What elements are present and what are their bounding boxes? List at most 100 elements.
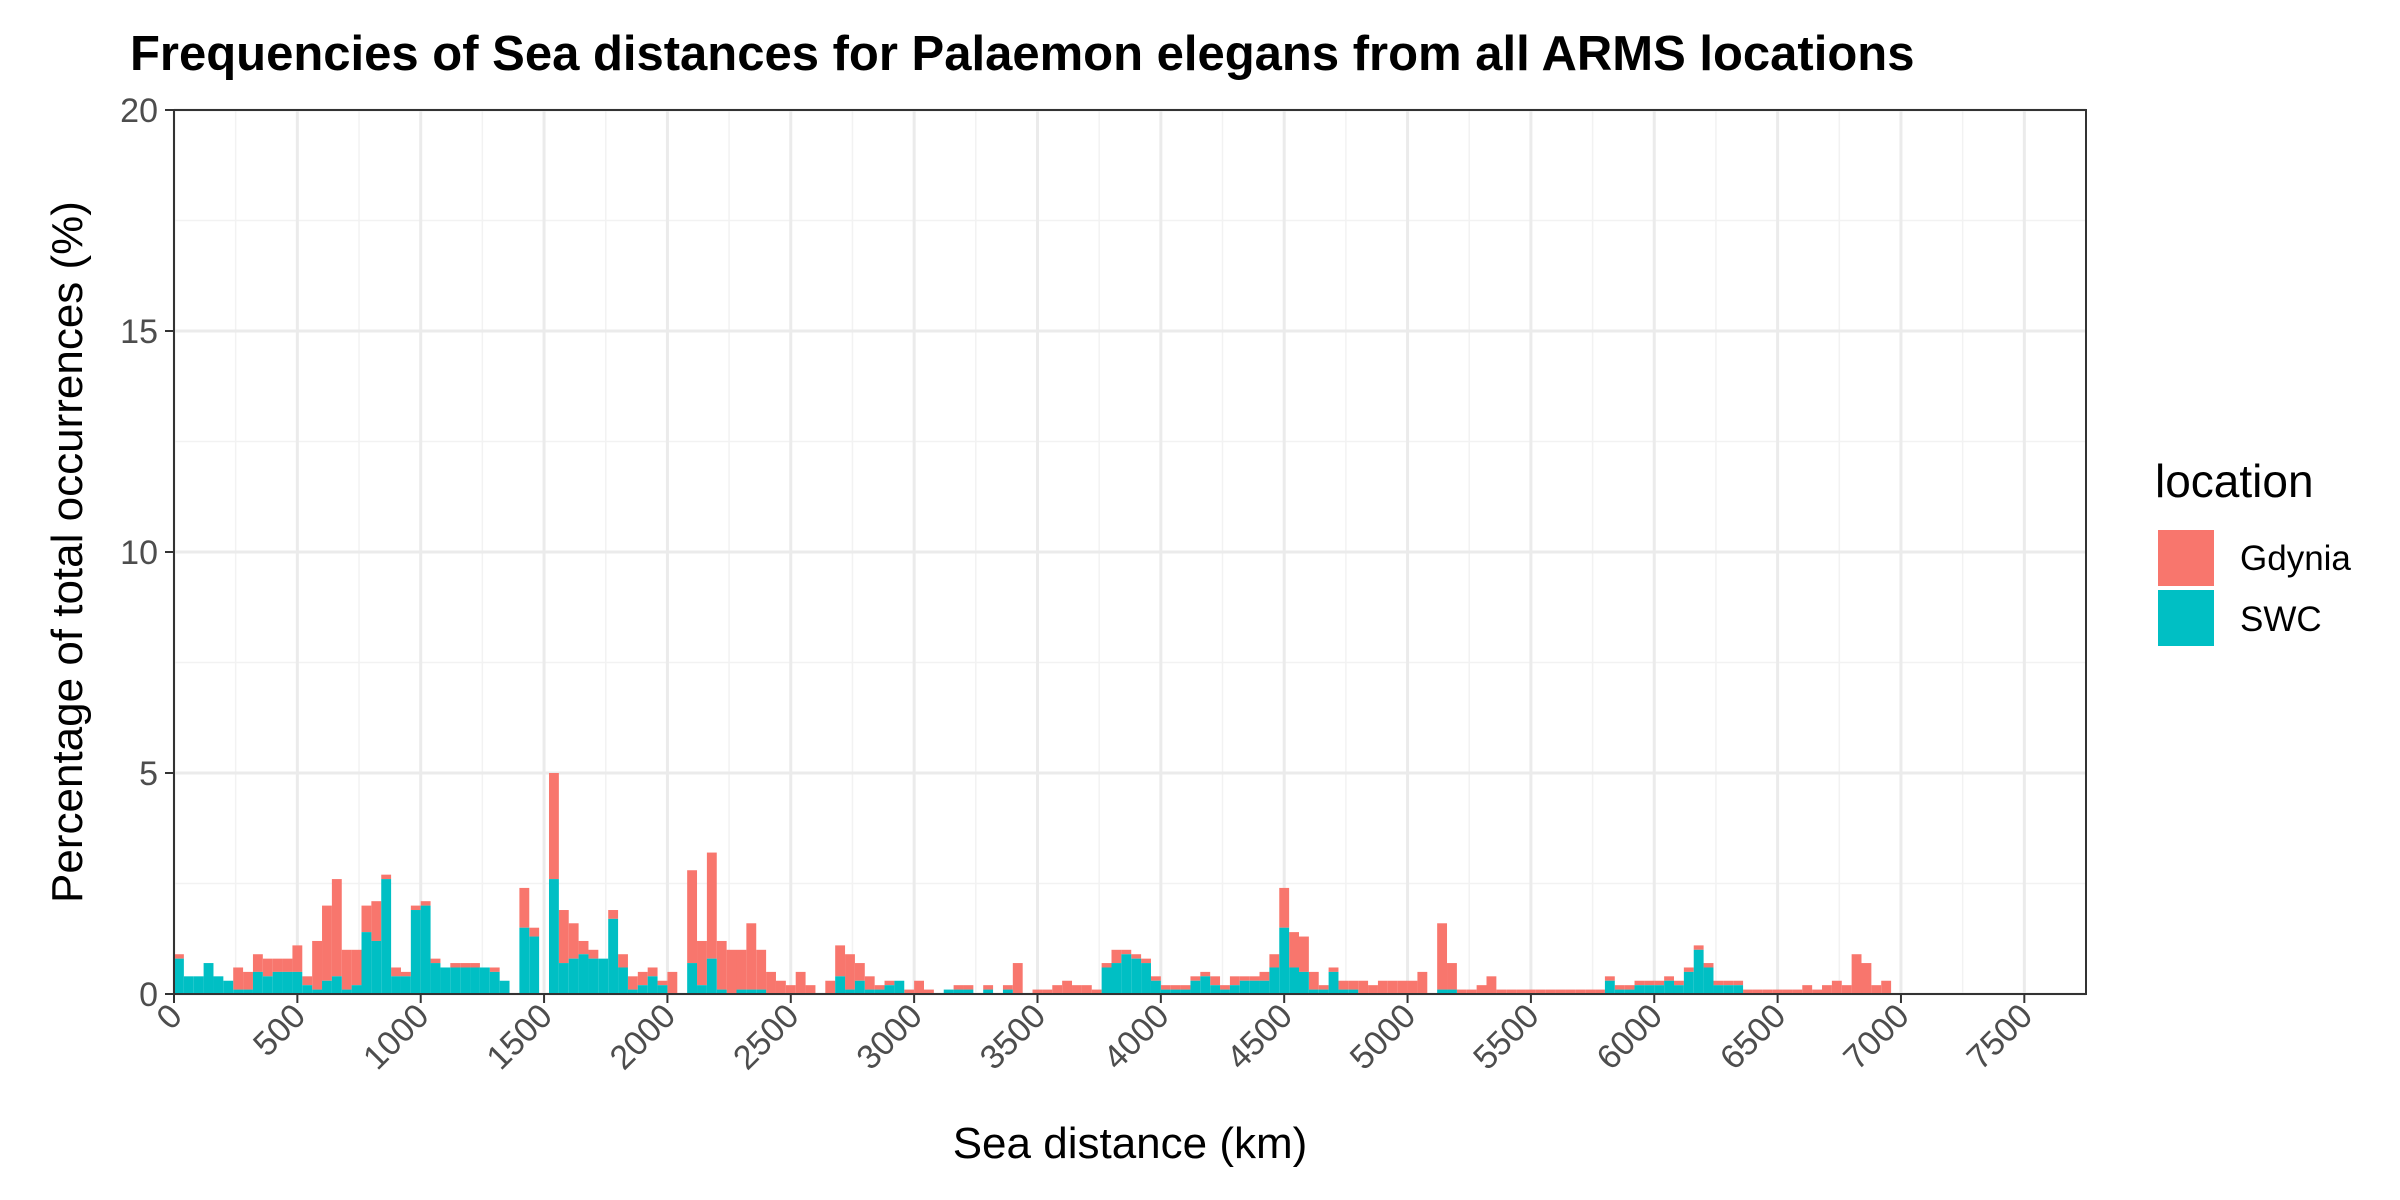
bar-swc <box>1150 980 1161 994</box>
bar-gdynia <box>1042 989 1053 994</box>
bar-gdynia <box>519 887 530 928</box>
bar-swc <box>884 985 895 994</box>
bar-gdynia <box>1851 954 1862 994</box>
bar-swc <box>252 971 263 994</box>
bar-swc <box>529 936 540 994</box>
bar-gdynia <box>1673 980 1684 986</box>
bar-gdynia <box>361 905 372 933</box>
bar-gdynia <box>1417 971 1428 994</box>
bar-swc <box>1723 985 1734 994</box>
bar-swc <box>1121 954 1132 994</box>
bar-swc <box>1141 963 1151 994</box>
bar-swc <box>697 985 707 994</box>
bar-swc <box>1170 989 1181 994</box>
bar-gdynia <box>1752 989 1763 994</box>
bar-swc <box>262 976 273 994</box>
bar-gdynia <box>174 954 184 959</box>
bar-gdynia <box>1150 976 1161 981</box>
bar-swc <box>854 980 865 994</box>
bar-gdynia <box>1180 985 1191 990</box>
bar-gdynia <box>1812 989 1823 994</box>
y-axis: 0 5 10 15 20 <box>120 92 174 1014</box>
bar-swc <box>1111 963 1122 994</box>
bar-swc <box>1101 967 1112 994</box>
bar-swc <box>1644 985 1655 994</box>
bar-swc <box>1131 958 1142 994</box>
bar-gdynia <box>1249 976 1260 981</box>
bar-swc <box>1634 985 1645 994</box>
bar-swc <box>1664 980 1674 994</box>
bar-gdynia <box>1575 989 1586 994</box>
bar-gdynia <box>1012 963 1023 994</box>
bar-gdynia <box>1683 967 1694 972</box>
bar-gdynia <box>667 971 678 994</box>
bar-gdynia <box>282 958 293 972</box>
bar-gdynia <box>1229 976 1240 986</box>
bar-swc <box>460 967 471 994</box>
bar-gdynia <box>1377 980 1388 994</box>
bar-swc <box>1180 989 1191 994</box>
bar-gdynia <box>331 879 342 977</box>
bar-gdynia <box>1101 963 1112 968</box>
bar-swc <box>608 918 619 994</box>
bar-swc <box>598 958 609 994</box>
bar-gdynia <box>1881 980 1892 994</box>
bar-gdynia <box>1368 985 1378 994</box>
bar-gdynia <box>371 901 382 941</box>
bar-gdynia <box>1516 989 1526 994</box>
bar-swc <box>1328 971 1339 994</box>
bar-gdynia <box>450 963 461 968</box>
bar-swc <box>1002 989 1013 994</box>
bar-gdynia <box>1664 976 1674 981</box>
bar-swc <box>1279 927 1290 994</box>
bar-gdynia <box>756 949 767 990</box>
bar-gdynia <box>489 967 500 972</box>
bar-gdynia <box>736 949 747 990</box>
bar-swc <box>233 989 244 994</box>
bar-swc <box>351 985 362 994</box>
bar-gdynia <box>529 927 540 937</box>
bar-swc <box>381 879 392 994</box>
bar-swc <box>223 980 234 994</box>
bar-gdynia <box>1624 985 1635 990</box>
bar-gdynia <box>1170 985 1181 990</box>
bar-gdynia <box>874 985 885 990</box>
bar-gdynia <box>1437 923 1448 990</box>
bar-gdynia <box>1723 980 1734 986</box>
bar-swc <box>1713 985 1724 994</box>
legend-title: location <box>2155 455 2314 507</box>
bar-swc <box>302 985 313 994</box>
bar-gdynia <box>1200 971 1211 977</box>
bar-swc <box>756 989 767 994</box>
bar-swc <box>1733 985 1744 994</box>
bar-gdynia <box>904 989 915 994</box>
bar-gdynia <box>785 985 796 994</box>
bar-gdynia <box>1693 945 1704 950</box>
bar-gdynia <box>1496 989 1507 994</box>
bar-gdynia <box>726 949 737 994</box>
bars-layer <box>174 773 1892 994</box>
bar-swc <box>1269 967 1280 994</box>
bar-gdynia <box>400 971 411 977</box>
bar-swc <box>963 989 974 994</box>
bar-gdynia <box>588 949 599 959</box>
bar-gdynia <box>460 963 471 968</box>
bar-swc <box>835 976 846 994</box>
bar-gdynia <box>637 971 648 986</box>
bar-swc <box>1318 989 1329 994</box>
bar-swc <box>1338 989 1349 994</box>
bar-gdynia <box>292 945 303 972</box>
bar-gdynia <box>1131 954 1142 959</box>
bar-swc <box>1447 989 1457 994</box>
y-axis-title: Percentage of total occurrences (%) <box>43 201 92 903</box>
bar-gdynia <box>341 949 352 990</box>
bar-swc <box>470 967 480 994</box>
bar-gdynia <box>618 954 628 968</box>
bar-swc <box>519 927 530 994</box>
bar-gdynia <box>1476 985 1487 994</box>
bar-gdynia <box>470 963 480 968</box>
bar-swc <box>1348 989 1359 994</box>
bar-swc <box>894 980 905 994</box>
bar-swc <box>627 989 638 994</box>
bar-swc <box>943 989 954 994</box>
